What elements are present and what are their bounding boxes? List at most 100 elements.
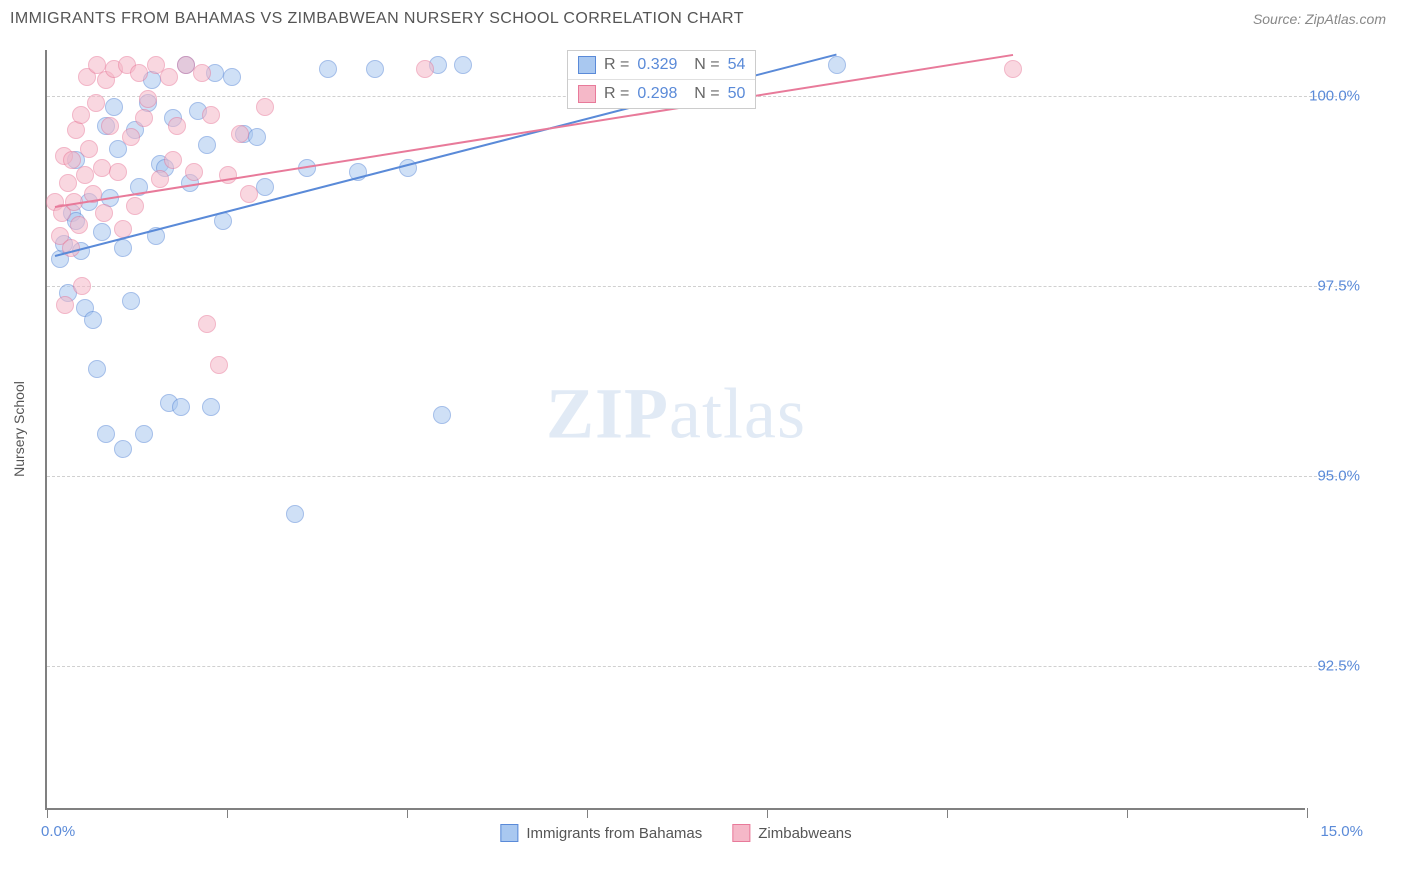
scatter-point	[202, 106, 220, 124]
legend-n-value: 50	[728, 85, 746, 103]
x-tick	[767, 808, 768, 818]
scatter-point	[95, 204, 113, 222]
scatter-point	[97, 425, 115, 443]
scatter-point	[256, 98, 274, 116]
scatter-point	[433, 406, 451, 424]
scatter-point	[105, 98, 123, 116]
x-tick	[1127, 808, 1128, 818]
y-tick-label: 95.0%	[1317, 467, 1360, 484]
y-axis-label: Nursery School	[11, 381, 27, 477]
watermark-bold: ZIP	[546, 373, 669, 453]
chart-header: IMMIGRANTS FROM BAHAMAS VS ZIMBABWEAN NU…	[0, 0, 1406, 34]
scatter-point	[114, 239, 132, 257]
legend-row: R = 0.298 N = 50	[568, 80, 755, 108]
series-legend: Immigrants from Bahamas Zimbabweans	[500, 824, 851, 842]
legend-r-value: 0.329	[637, 56, 677, 74]
scatter-point	[219, 166, 237, 184]
scatter-point	[454, 56, 472, 74]
scatter-point	[87, 94, 105, 112]
x-tick	[1307, 808, 1308, 818]
gridline	[47, 476, 1347, 477]
scatter-point	[122, 128, 140, 146]
y-tick-label: 92.5%	[1317, 657, 1360, 674]
plot-area: Nursery School ZIPatlas R = 0.329 N = 54…	[45, 50, 1305, 810]
legend-n-value: 54	[728, 56, 746, 74]
chart-title: IMMIGRANTS FROM BAHAMAS VS ZIMBABWEAN NU…	[10, 10, 744, 28]
scatter-point	[84, 311, 102, 329]
scatter-point	[164, 151, 182, 169]
scatter-point	[366, 60, 384, 78]
gridline	[47, 666, 1347, 667]
legend-swatch	[732, 824, 750, 842]
gridline	[47, 286, 1347, 287]
scatter-point	[319, 60, 337, 78]
legend-swatch	[578, 56, 596, 74]
scatter-point	[93, 159, 111, 177]
legend-r-label: R =	[604, 85, 629, 103]
scatter-point	[80, 140, 98, 158]
scatter-point	[286, 505, 304, 523]
legend-row: R = 0.329 N = 54	[568, 51, 755, 80]
scatter-point	[139, 90, 157, 108]
x-tick	[47, 808, 48, 818]
scatter-point	[828, 56, 846, 74]
scatter-point	[135, 425, 153, 443]
scatter-point	[198, 136, 216, 154]
x-tick	[947, 808, 948, 818]
legend-swatch	[500, 824, 518, 842]
scatter-point	[93, 223, 111, 241]
scatter-point	[76, 166, 94, 184]
scatter-point	[73, 277, 91, 295]
x-tick	[227, 808, 228, 818]
scatter-point	[231, 125, 249, 143]
y-tick-label: 97.5%	[1317, 277, 1360, 294]
source-label: Source: ZipAtlas.com	[1253, 11, 1386, 27]
scatter-point	[193, 64, 211, 82]
scatter-point	[202, 398, 220, 416]
scatter-point	[160, 68, 178, 86]
scatter-point	[223, 68, 241, 86]
plot-container: Nursery School ZIPatlas R = 0.329 N = 54…	[45, 50, 1345, 810]
scatter-point	[59, 174, 77, 192]
legend-label: Immigrants from Bahamas	[526, 825, 702, 842]
scatter-point	[151, 170, 169, 188]
y-tick-label: 100.0%	[1309, 87, 1360, 104]
scatter-point	[70, 216, 88, 234]
scatter-point	[135, 109, 153, 127]
scatter-point	[63, 151, 81, 169]
scatter-point	[109, 163, 127, 181]
legend-n-label: N =	[685, 85, 719, 103]
scatter-point	[67, 121, 85, 139]
scatter-point	[185, 163, 203, 181]
x-axis-min-label: 0.0%	[41, 823, 75, 840]
scatter-point	[130, 64, 148, 82]
scatter-point	[101, 117, 119, 135]
scatter-point	[114, 440, 132, 458]
legend-r-value: 0.298	[637, 85, 677, 103]
scatter-point	[198, 315, 216, 333]
scatter-point	[172, 398, 190, 416]
scatter-point	[1004, 60, 1022, 78]
scatter-point	[416, 60, 434, 78]
x-tick	[407, 808, 408, 818]
legend-swatch	[578, 85, 596, 103]
correlation-legend: R = 0.329 N = 54R = 0.298 N = 50	[567, 50, 756, 109]
scatter-point	[248, 128, 266, 146]
scatter-point	[126, 197, 144, 215]
legend-item: Zimbabweans	[732, 824, 851, 842]
legend-label: Zimbabweans	[758, 825, 851, 842]
legend-r-label: R =	[604, 56, 629, 74]
scatter-point	[168, 117, 186, 135]
scatter-point	[122, 292, 140, 310]
scatter-point	[240, 185, 258, 203]
scatter-point	[72, 106, 90, 124]
scatter-point	[256, 178, 274, 196]
x-axis-max-label: 15.0%	[1320, 823, 1363, 840]
legend-item: Immigrants from Bahamas	[500, 824, 702, 842]
scatter-point	[88, 360, 106, 378]
x-tick	[587, 808, 588, 818]
scatter-point	[56, 296, 74, 314]
scatter-point	[177, 56, 195, 74]
legend-n-label: N =	[685, 56, 719, 74]
watermark-rest: atlas	[669, 373, 806, 453]
